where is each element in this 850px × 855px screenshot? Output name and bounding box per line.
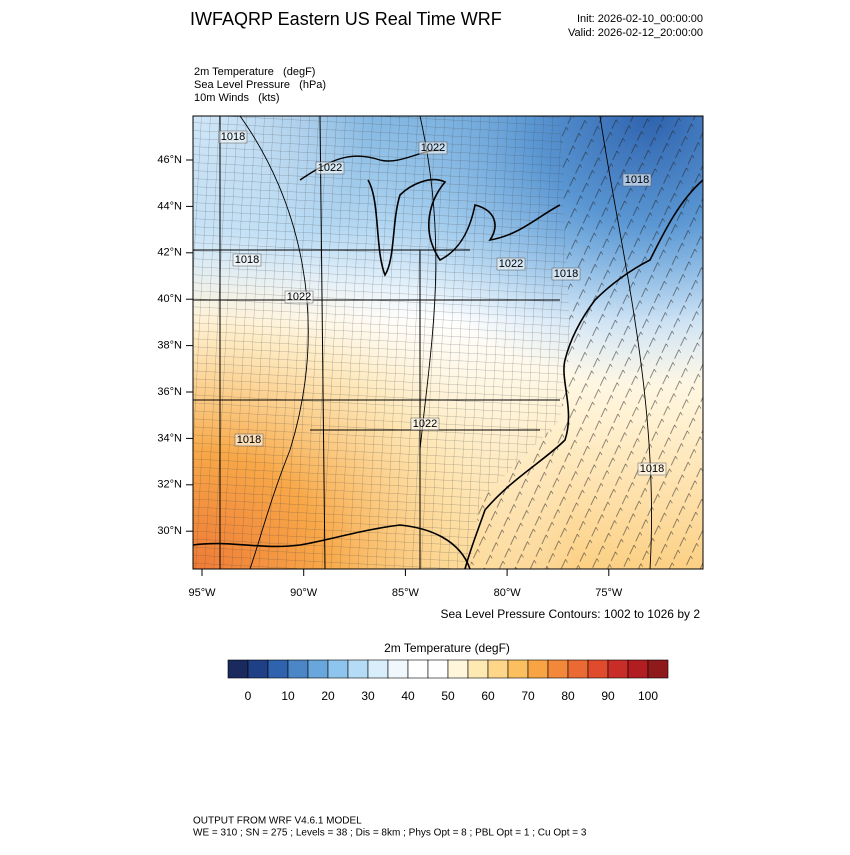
contour-label: 1018: [237, 434, 261, 446]
init-time: Init: 2026-02-10_00:00:00: [577, 13, 703, 25]
lat-label: 46°N: [157, 154, 182, 166]
footer-line: WE = 310 ; SN = 275 ; Levels = 38 ; Dis …: [193, 828, 587, 839]
colorbar-swatch: [327, 659, 349, 679]
colorbar-swatch: [647, 659, 669, 679]
colorbar-tick-label: 20: [321, 689, 335, 703]
contour-label-box: [418, 141, 448, 155]
colorbar-swatch: [547, 659, 569, 679]
colorbar-swatch: [607, 659, 629, 679]
lon-label: 90°W: [290, 587, 318, 599]
valid-time: Valid: 2026-02-12_20:00:00: [568, 27, 703, 39]
contour-label: 1022: [287, 291, 311, 303]
colorbar-swatch: [407, 659, 429, 679]
pressure-contours: [239, 116, 652, 569]
lon-label: 95°W: [188, 587, 216, 599]
colorbar-tick-label: 50: [441, 689, 455, 703]
contour-label-box: [496, 257, 526, 271]
contour-label-box: [637, 462, 667, 476]
county-lines: [193, 116, 570, 569]
colorbar-swatch: [347, 659, 369, 679]
colorbar-tick-label: 40: [401, 689, 415, 703]
lat-label: 44°N: [157, 200, 182, 212]
footer-line: OUTPUT FROM WRF V4.6.1 MODEL: [193, 816, 362, 827]
state-lines: [193, 116, 560, 569]
map: 1018 1022 1022 1018 1018 1022 1022 1018 1022 1018…: [193, 116, 703, 569]
contour-label-box: [410, 417, 440, 431]
lon-label: 85°W: [392, 587, 420, 599]
contour-label: 1022: [499, 258, 523, 270]
colorbar-swatch: [387, 659, 409, 679]
colorbar-swatch: [507, 659, 529, 679]
contour-label-box: [284, 290, 314, 304]
colorbar-swatch: [287, 659, 309, 679]
colorbar-swatch: [627, 659, 649, 679]
colorbar: 0 10 20 30 40 50 60 70 80 90 100: [227, 659, 669, 703]
field-label: 10m Winds (kts): [194, 92, 280, 104]
coastline: [464, 179, 703, 569]
colorbar-tick-label: 90: [601, 689, 615, 703]
lat-label: 40°N: [157, 293, 182, 305]
contour-label-box: [622, 173, 652, 187]
colorbar-swatch: [467, 659, 489, 679]
colorbar-swatch: [267, 659, 289, 679]
colorbar-tick-label: 10: [281, 689, 295, 703]
field-label: 2m Temperature (degF): [194, 66, 315, 78]
lat-label: 34°N: [157, 432, 182, 444]
colorbar-swatch: [527, 659, 549, 679]
colorbar-swatch: [307, 659, 329, 679]
colorbar-tick-label: 0: [245, 689, 252, 703]
wind-barbs: [470, 116, 703, 569]
colorbar-title: 2m Temperature (degF): [384, 641, 510, 655]
colorbar-swatch: [247, 659, 269, 679]
colorbar-swatch: [587, 659, 609, 679]
colorbar-tick-label: 70: [521, 689, 535, 703]
title: IWFAQRP Eastern US Real Time WRF: [190, 9, 502, 29]
lon-label: 75°W: [595, 587, 623, 599]
contour-label-box: [234, 433, 264, 447]
colorbar-swatch: [367, 659, 389, 679]
map-frame: [192, 115, 704, 570]
colorbar-tick-label: 100: [638, 689, 658, 703]
colorbar-tick-label: 30: [361, 689, 375, 703]
lat-label: 30°N: [157, 525, 182, 537]
lat-label: 42°N: [157, 247, 182, 259]
contour-label: 1018: [554, 268, 578, 280]
contour-label: 1022: [421, 142, 445, 154]
lat-label: 32°N: [157, 479, 182, 491]
contour-label: 1018: [640, 463, 664, 475]
contour-label-box: [232, 253, 262, 267]
field-list: 2m Temperature (degF)Sea Level Pressure …: [194, 66, 326, 104]
contour-label: 1018: [625, 174, 649, 186]
contour-label: 1022: [318, 162, 342, 174]
lon-label: 80°W: [494, 587, 522, 599]
colorbar-swatch: [227, 659, 249, 679]
field-label: Sea Level Pressure (hPa): [194, 79, 326, 91]
colorbar-swatch: [427, 659, 449, 679]
contour-label: 1018: [221, 131, 245, 143]
contour-label: 1018: [235, 254, 259, 266]
gulf-coast: [193, 524, 471, 569]
great-lakes-shore: [367, 178, 561, 277]
contour-label: 1022: [413, 418, 437, 430]
contour-label-box: [218, 130, 248, 144]
colorbar-swatch: [447, 659, 469, 679]
lat-label: 36°N: [157, 386, 182, 398]
colorbar-swatch: [487, 659, 509, 679]
lat-label: 38°N: [157, 340, 182, 352]
colorbar-swatch: [567, 659, 589, 679]
contour-label-box: [315, 161, 345, 175]
colorbar-tick-label: 60: [481, 689, 495, 703]
contour-label-box: [551, 267, 581, 281]
contour-note: Sea Level Pressure Contours: 1002 to 102…: [441, 607, 701, 621]
colorbar-tick-label: 80: [561, 689, 575, 703]
